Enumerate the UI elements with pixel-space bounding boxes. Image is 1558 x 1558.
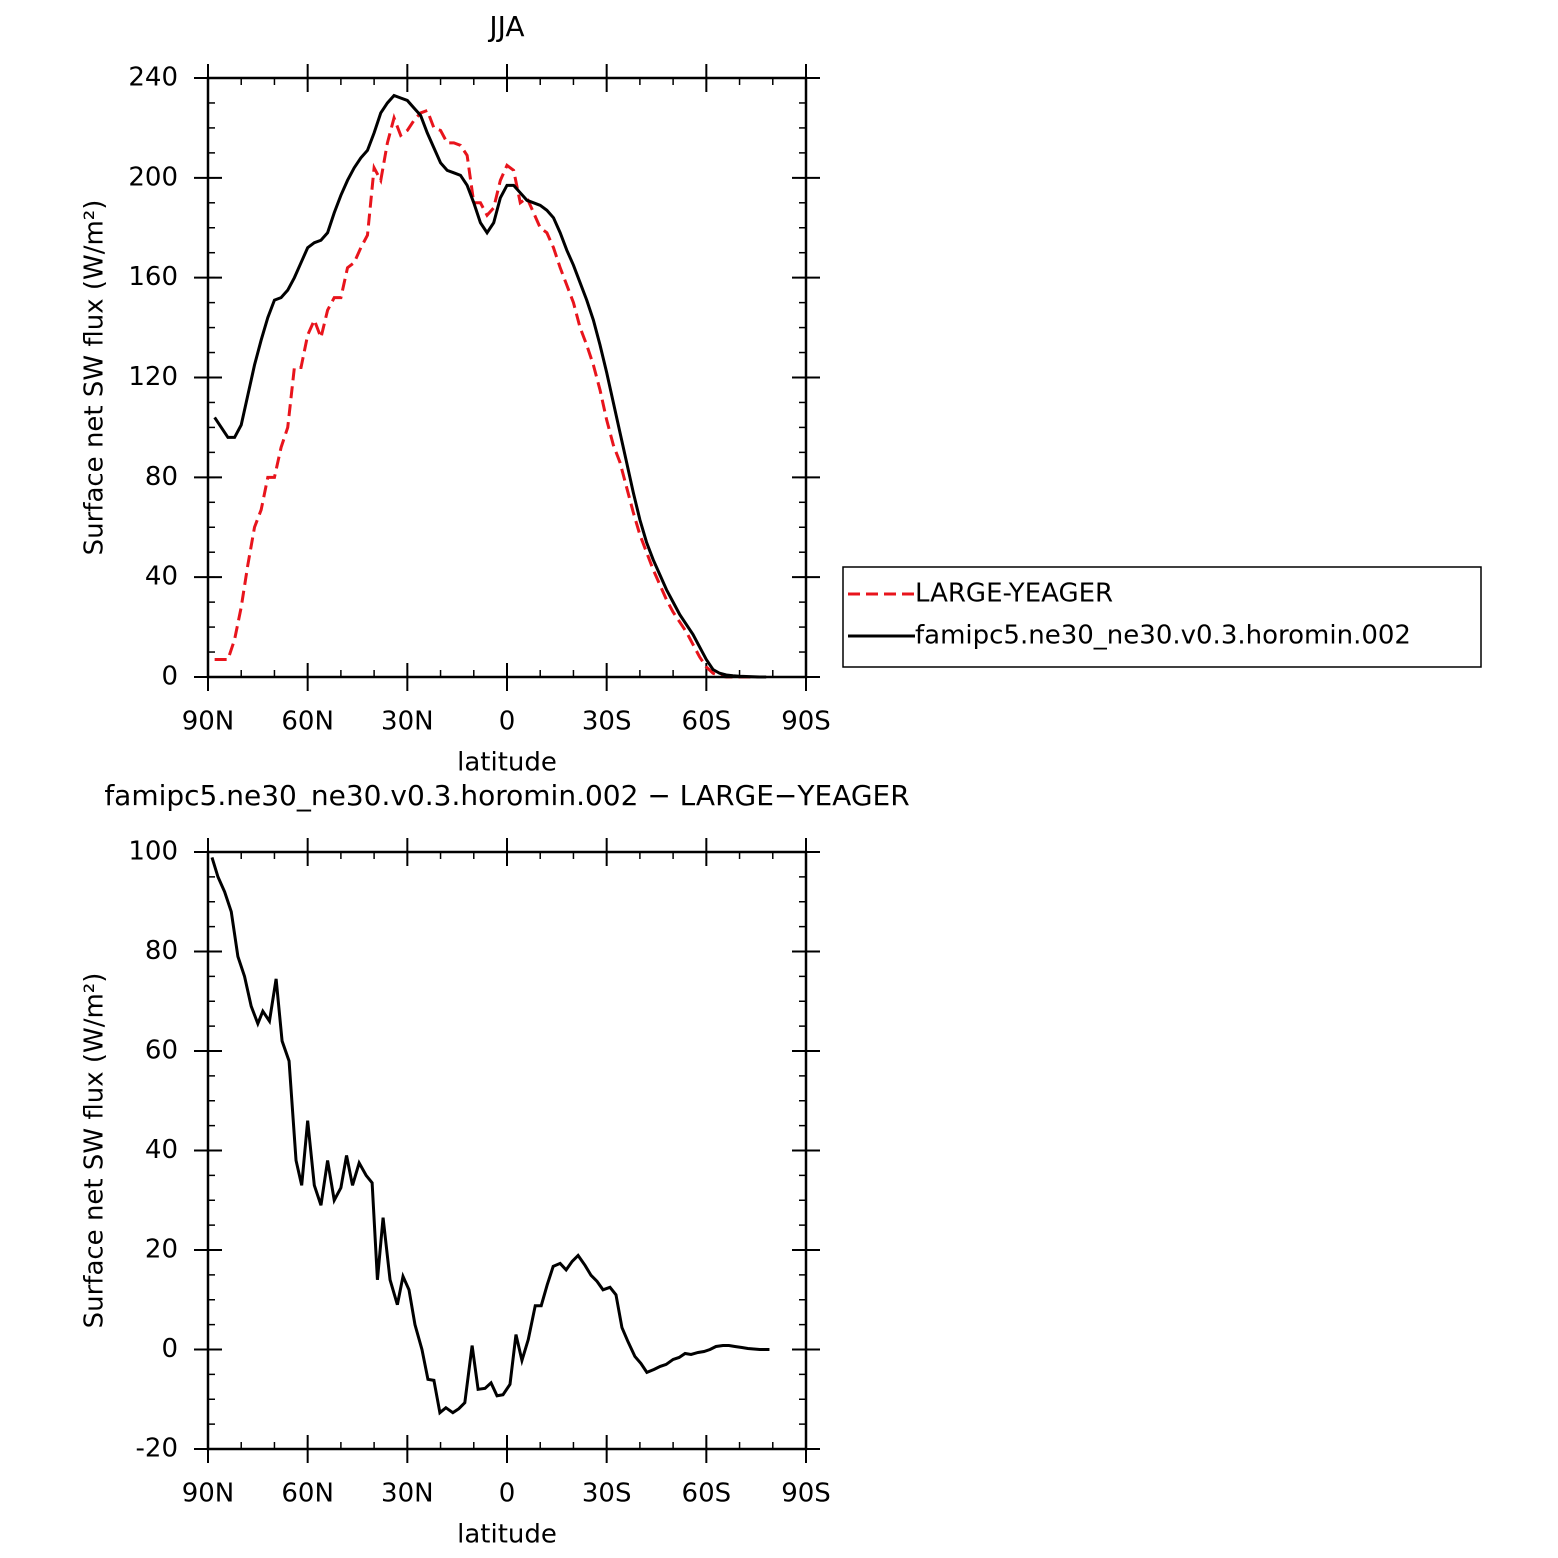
y-tick-label: 40: [145, 1135, 178, 1165]
chart-title: famipc5.ne30_ne30.v0.3.horomin.002 − LAR…: [104, 779, 909, 812]
y-tick-label: 0: [161, 662, 178, 692]
x-tick-label: 0: [499, 707, 516, 737]
y-tick-label: 0: [161, 1334, 178, 1364]
legend-label: LARGE-YEAGER: [915, 579, 1113, 609]
y-tick-label: 100: [128, 837, 178, 867]
y-tick-label: 160: [128, 262, 178, 292]
x-tick-label: 90S: [781, 1479, 831, 1509]
y-tick-label: 120: [128, 362, 178, 392]
y-tick-label: 240: [128, 63, 178, 93]
y-tick-label: 80: [145, 462, 178, 492]
y-tick-label: 80: [145, 936, 178, 966]
x-tick-label: 90N: [182, 707, 235, 737]
y-tick-label: -20: [136, 1434, 178, 1464]
x-tick-label: 90N: [182, 1479, 235, 1509]
x-tick-label: 60N: [281, 1479, 334, 1509]
x-tick-label: 60S: [682, 707, 732, 737]
y-tick-label: 60: [145, 1036, 178, 1066]
x-tick-label: 0: [499, 1479, 516, 1509]
data-line: [210, 857, 770, 1416]
legend-label: famipc5.ne30_ne30.v0.3.horomin.002: [915, 621, 1411, 651]
y-tick-label: 40: [145, 562, 178, 592]
y-tick-label: 20: [145, 1235, 178, 1265]
x-tick-label: 60S: [682, 1479, 732, 1509]
x-tick-label: 30S: [582, 1479, 632, 1509]
x-tick-label: 30N: [381, 1479, 434, 1509]
x-axis-label: latitude: [457, 1520, 557, 1550]
plot-frame: [206, 76, 808, 679]
y-tick-label: 200: [128, 162, 178, 192]
x-axis-label: latitude: [457, 748, 557, 778]
plot-frame: [206, 850, 808, 1451]
x-tick-label: 30S: [582, 707, 632, 737]
y-axis-label: Surface net SW flux (W/m²): [80, 200, 110, 556]
chart-title: JJA: [487, 10, 524, 43]
x-tick-label: 60N: [281, 707, 334, 737]
x-tick-label: 30N: [381, 707, 434, 737]
y-axis-label: Surface net SW flux (W/m²): [80, 973, 110, 1329]
legend-box: [842, 566, 1482, 668]
data-line: [213, 93, 767, 679]
data-line: [214, 108, 767, 679]
x-tick-label: 90S: [781, 707, 831, 737]
